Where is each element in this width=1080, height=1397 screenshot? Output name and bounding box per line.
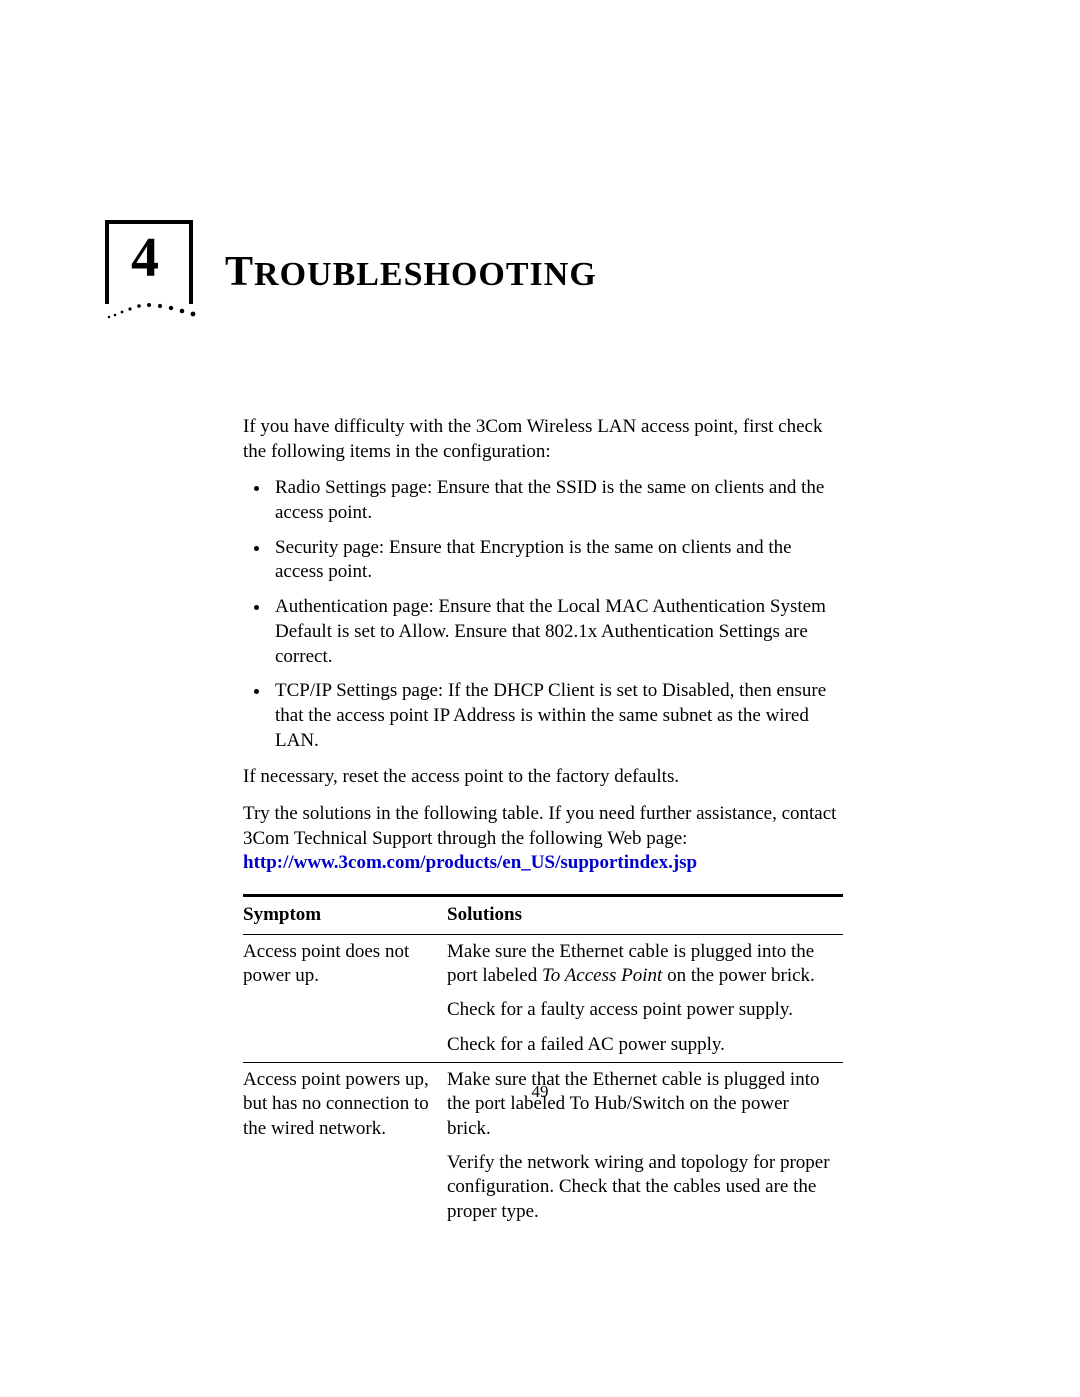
table-row: Access point does not power up. Make sur…	[243, 934, 843, 993]
solution-cell: Make sure the Ethernet cable is plugged …	[447, 934, 843, 993]
chapter-number: 4	[105, 226, 185, 290]
solution-text: on the power brick.	[662, 965, 814, 986]
support-intro-text: Try the solutions in the following table…	[243, 803, 836, 849]
solution-cell: Check for a failed AC power supply.	[447, 1028, 843, 1063]
chapter-title: TROUBLESHOOTING	[225, 248, 597, 296]
solution-cell: Check for a faulty access point power su…	[447, 993, 843, 1027]
list-item: Security page: Ensure that Encryption is…	[271, 536, 843, 585]
config-bullet-list: Radio Settings page: Ensure that the SSI…	[243, 476, 843, 753]
title-rest: ROUBLESHOOTING	[254, 256, 597, 293]
table-header-row: Symptom Solutions	[243, 896, 843, 935]
page-number: 49	[0, 1082, 1080, 1102]
table-row: Access point powers up, but has no conne…	[243, 1062, 843, 1145]
symptom-cell: Access point does not power up.	[243, 934, 447, 1062]
content-area: If you have difficulty with the 3Com Wir…	[243, 415, 843, 1229]
list-item: TCP/IP Settings page: If the DHCP Client…	[271, 679, 843, 753]
support-link[interactable]: http://www.3com.com/products/en_US/suppo…	[243, 852, 697, 873]
intro-paragraph: If you have difficulty with the 3Com Wir…	[243, 415, 843, 464]
troubleshooting-table: Symptom Solutions Access point does not …	[243, 894, 843, 1229]
list-item: Radio Settings page: Ensure that the SSI…	[271, 476, 843, 525]
support-paragraph: Try the solutions in the following table…	[243, 802, 843, 876]
solution-text-italic: To Access Point	[542, 965, 662, 986]
header-symptom: Symptom	[243, 896, 447, 935]
solution-cell: Make sure that the Ethernet cable is plu…	[447, 1062, 843, 1145]
page: 4 TROUBLESHOOTING If you have difficulty…	[0, 0, 1080, 1397]
list-item: Authentication page: Ensure that the Loc…	[271, 595, 843, 669]
chapter-dots-icon	[107, 295, 207, 325]
reset-note: If necessary, reset the access point to …	[243, 765, 843, 790]
header-solutions: Solutions	[447, 896, 843, 935]
solution-cell: Verify the network wiring and topology f…	[447, 1146, 843, 1229]
